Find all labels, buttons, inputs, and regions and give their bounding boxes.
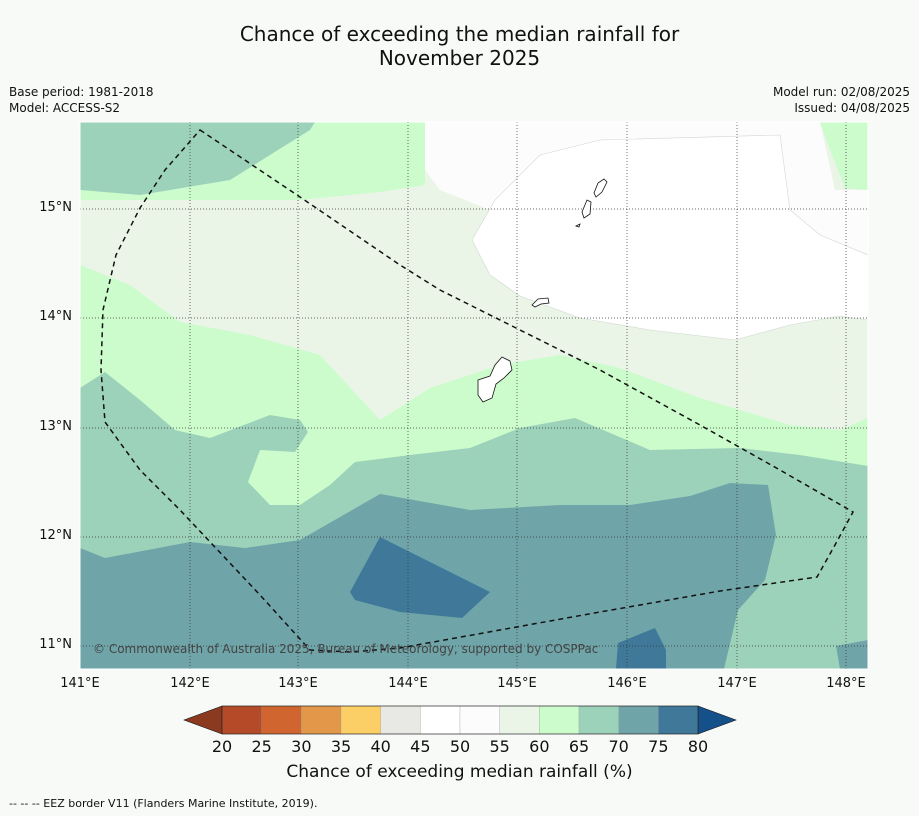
band-45-50	[471, 134, 868, 341]
colorbar-tick-label: 40	[370, 737, 391, 756]
colorbar-cell	[459, 705, 500, 735]
base-period: Base period: 1981-2018	[9, 85, 154, 99]
colorbar-tick-label: 60	[529, 737, 550, 756]
colorbar-extend-high	[697, 705, 737, 735]
meta-left: Base period: 1981-2018 Model: ACCESS-S2	[9, 84, 154, 116]
colorbar-cell	[221, 705, 262, 735]
x-tick-141e: 141°E	[60, 676, 100, 691]
island-tinian	[581, 199, 592, 219]
colorbar-extend-low	[183, 705, 223, 735]
x-tick-146e: 146°E	[607, 676, 647, 691]
colorbar-tick-label: 65	[568, 737, 590, 756]
colorbar-cell	[380, 705, 421, 735]
colorbar-frame	[221, 705, 699, 735]
colorbar-tick-label: 80	[687, 737, 709, 756]
x-tick-143e: 143°E	[278, 676, 318, 691]
colorbar-tick-label: 45	[410, 737, 431, 756]
band-70-75-se	[836, 640, 868, 669]
colorbar-cell	[658, 705, 699, 735]
y-tick-15n: 15°N	[39, 200, 72, 215]
y-tick-13n: 13°N	[39, 419, 72, 434]
contour-field	[80, 122, 868, 669]
title-line-2: November 2025	[378, 46, 541, 70]
colorbar-tick-label: 30	[291, 737, 312, 756]
title-line-1: Chance of exceeding the median rainfall …	[239, 22, 680, 46]
colorbar-tick-label: 70	[608, 737, 629, 756]
model-run: Model run: 02/08/2025	[772, 85, 910, 99]
colorbar-cell	[340, 705, 381, 735]
colorbar-cell	[301, 705, 342, 735]
colorbar-cell	[618, 705, 659, 735]
band-60-65-ne	[820, 122, 868, 190]
x-tick-147e: 147°E	[717, 676, 757, 691]
band-60-65-north	[80, 122, 425, 200]
island-aguijan	[574, 223, 581, 228]
colorbar-tick-label: 20	[211, 737, 233, 756]
colorbar-label: Chance of exceeding median rainfall (%)	[286, 762, 633, 782]
copyright-text: © Commonwealth of Australia 2025, Bureau…	[93, 642, 599, 656]
x-tick-144e: 144°E	[388, 676, 428, 691]
colorbar-cell	[261, 705, 302, 735]
island-saipan	[593, 178, 608, 198]
y-tick-11n: 11°N	[39, 637, 72, 652]
colorbar-tick-label: 75	[648, 737, 669, 756]
colorbar-tick-label: 25	[251, 737, 272, 756]
colorbar-cell	[420, 705, 461, 735]
x-tick-142e: 142°E	[170, 676, 210, 691]
eez-border	[100, 129, 855, 653]
island-rota	[531, 297, 550, 308]
islands	[477, 178, 608, 403]
meta-right: Model run: 02/08/2025 Issued: 04/08/2025	[773, 84, 910, 116]
colorbar-cell	[499, 705, 540, 735]
band-65-70-nw	[80, 122, 315, 195]
x-tick-148e: 148°E	[826, 676, 866, 691]
island-guam	[477, 356, 513, 403]
colorbar-cell	[578, 705, 619, 735]
colorbar-cell	[539, 705, 580, 735]
y-tick-12n: 12°N	[39, 528, 72, 543]
band-75-80-east	[616, 628, 666, 669]
map-title: Chance of exceeding the median rainfall …	[0, 22, 919, 70]
issued-date: Issued: 04/08/2025	[794, 101, 910, 115]
x-tick-145e: 145°E	[497, 676, 537, 691]
colorbar-tick-label: 50	[449, 737, 471, 756]
y-tick-14n: 14°N	[39, 309, 72, 324]
eez-footnote: -- -- -- EEZ border V11 (Flanders Marine…	[9, 797, 318, 810]
map-frame	[79, 121, 869, 670]
colorbar-tick-label: 55	[489, 737, 510, 756]
gridlines	[80, 122, 868, 669]
model-name: Model: ACCESS-S2	[9, 101, 121, 115]
colorbar	[183, 705, 737, 735]
band-75-80-west	[350, 537, 490, 618]
colorbar-tick-label: 35	[330, 737, 352, 756]
